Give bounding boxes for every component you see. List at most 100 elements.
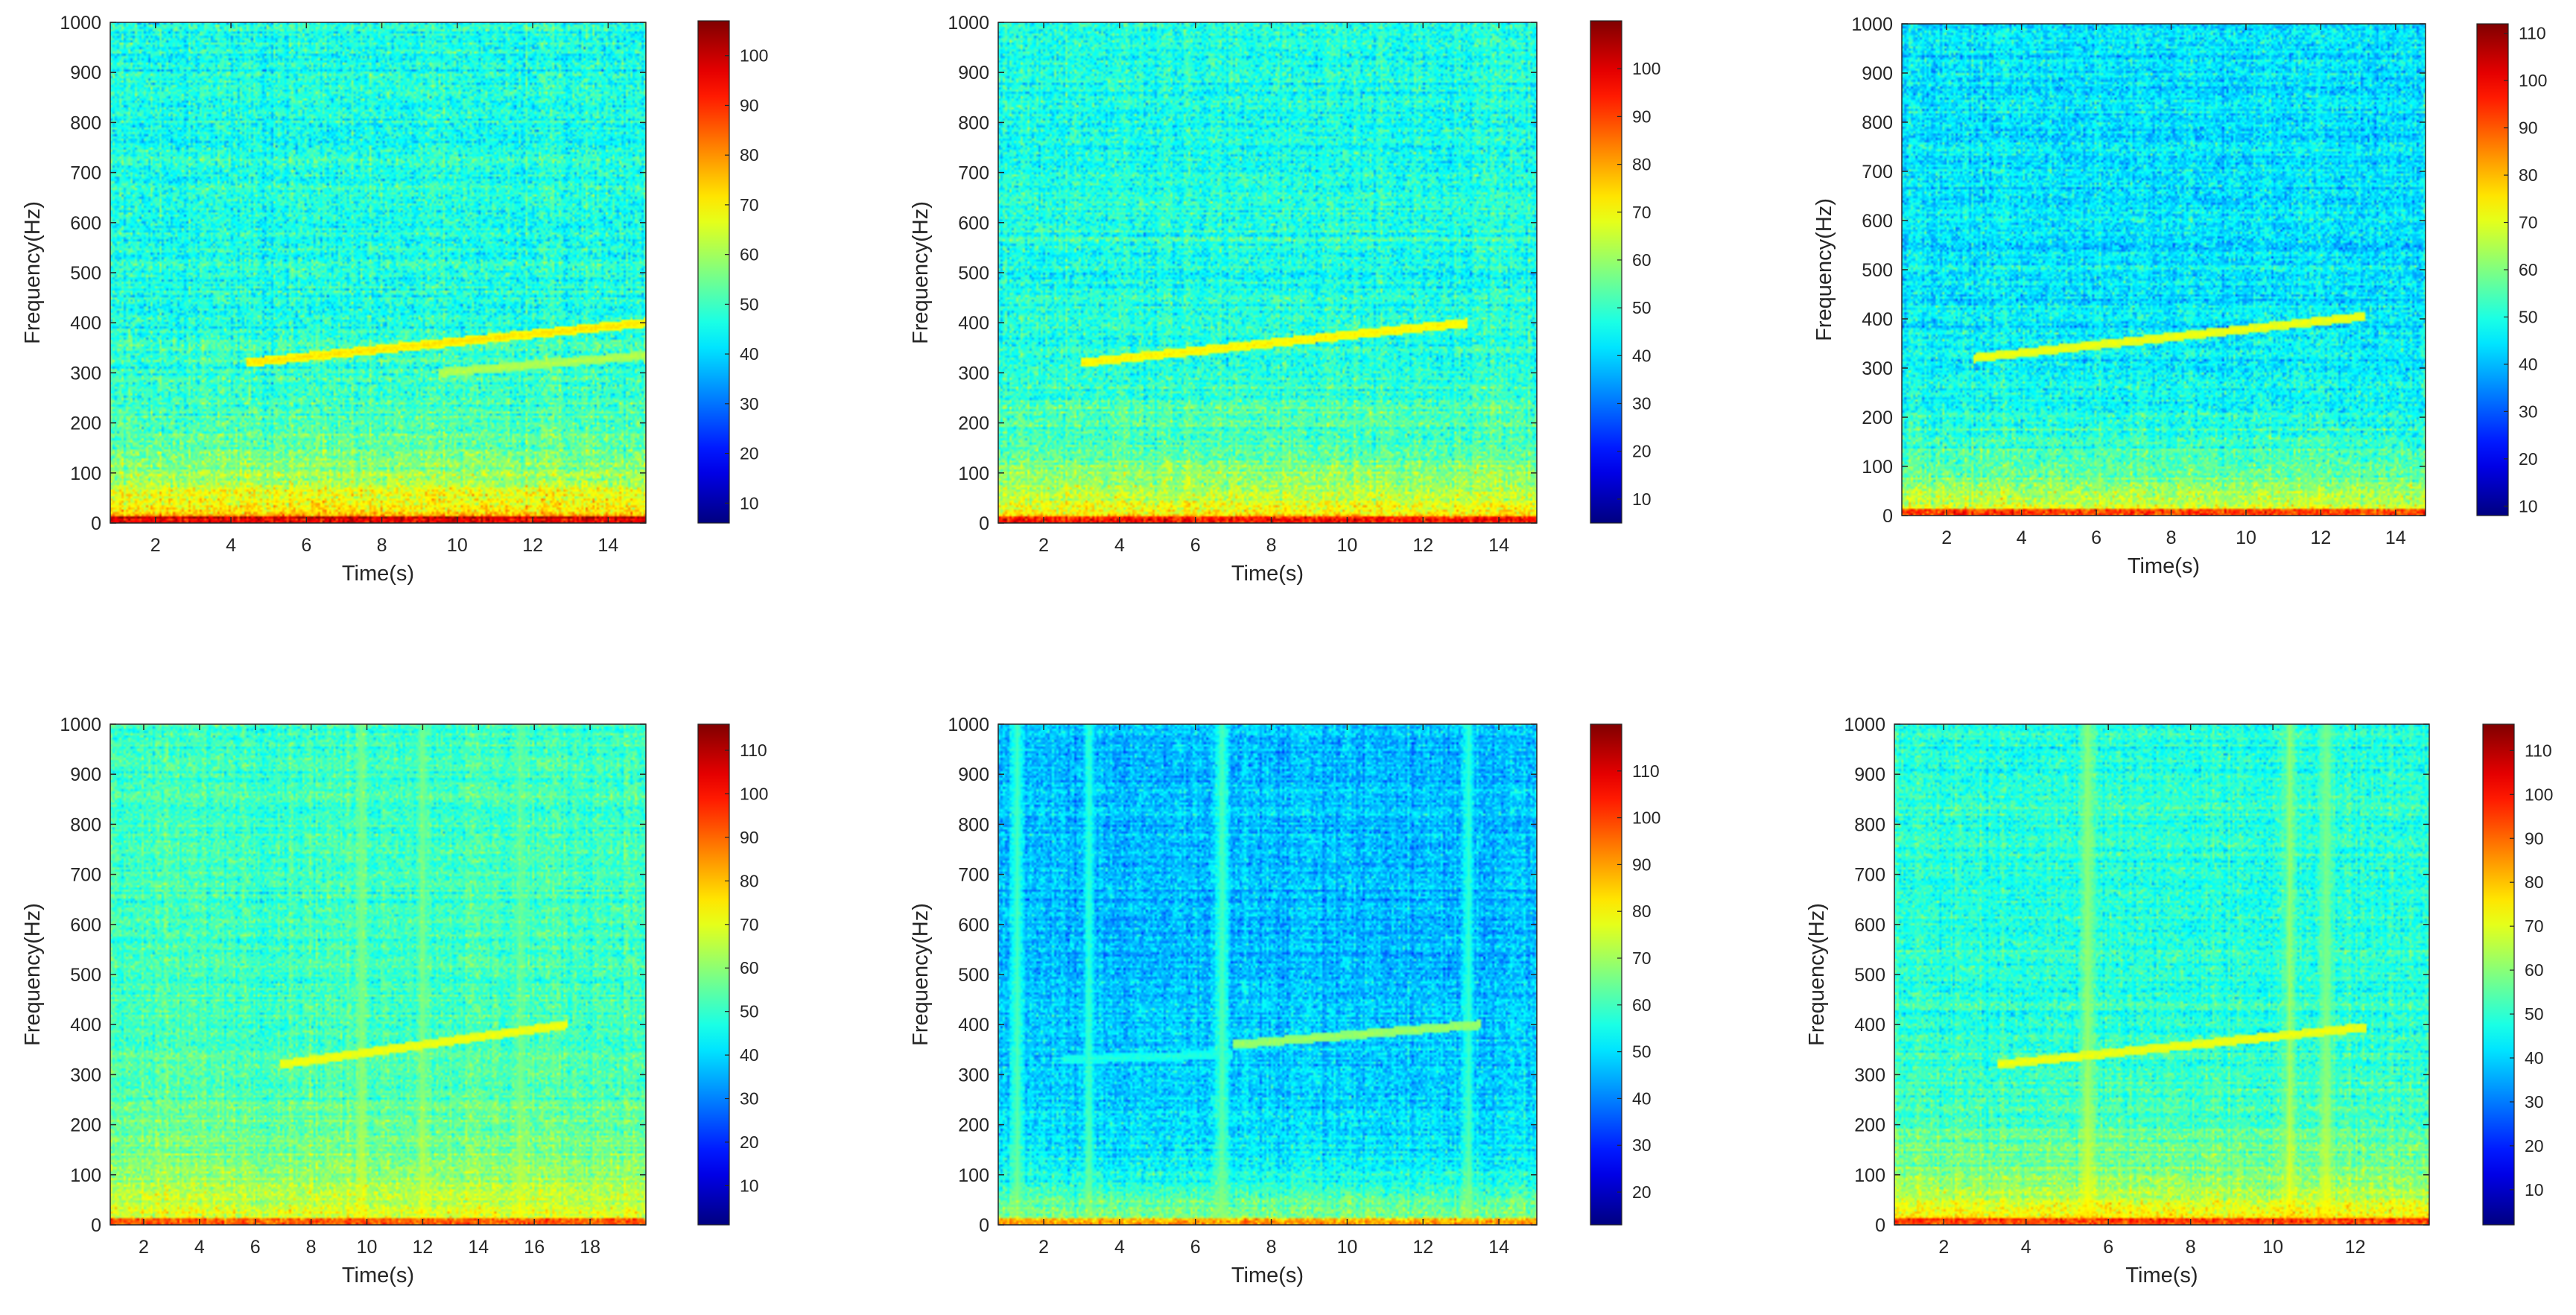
y-tick-label: 1000 [60, 714, 101, 735]
x-tick-label: 8 [1266, 535, 1277, 556]
y-tick-label: 400 [958, 313, 989, 334]
y-tick-label: 700 [1862, 162, 1893, 183]
x-tick-label: 4 [194, 1237, 205, 1258]
x-tick-label: 6 [301, 535, 311, 556]
x-axis-label: Time(s) [2125, 1264, 2198, 1287]
colorbar-tick-label: 40 [740, 1045, 759, 1065]
colorbar-tick-label: 50 [2519, 307, 2538, 326]
x-tick-label: 6 [1190, 1237, 1201, 1258]
colorbar-tick-label: 40 [740, 344, 759, 364]
y-tick-label: 600 [70, 213, 101, 234]
y-tick-label: 1000 [948, 714, 989, 735]
x-tick-label: 10 [357, 1237, 378, 1258]
colorbar-tick-label: 20 [2519, 449, 2538, 469]
y-tick-label: 600 [70, 915, 101, 936]
y-tick-label: 500 [70, 965, 101, 986]
spectrogram-panel-3: 2 4 6 8 10 12 14 0 100 200 300 400 500 600 700 800 900 10… [1812, 14, 2547, 578]
colorbar-tick-label: 10 [2525, 1180, 2544, 1200]
y-axis-label: Frequency(Hz) [909, 201, 933, 344]
x-tick-label: 8 [2166, 527, 2177, 548]
x-tick-label: 12 [413, 1237, 434, 1258]
colorbar-tick-label: 100 [740, 46, 768, 66]
colorbar-tick-label: 10 [740, 493, 759, 513]
colorbar-tick-label: 50 [1632, 298, 1652, 317]
spectrogram-image [998, 724, 1537, 1225]
x-tick-label: 6 [250, 1237, 261, 1258]
y-tick-label: 200 [958, 1115, 989, 1136]
y-tick-label: 500 [1862, 260, 1893, 281]
y-tick-label: 700 [958, 865, 989, 886]
y-tick-label: 400 [1862, 309, 1893, 330]
colorbar-tick-label: 20 [740, 444, 759, 463]
y-tick-label: 900 [958, 764, 989, 785]
colorbar: 10 20 30 40 50 60 70 80 90 100 [1590, 20, 1660, 524]
x-tick-label: 2 [1038, 1237, 1049, 1258]
spectrogram-image [110, 22, 646, 523]
colorbar-tick-label: 40 [2519, 355, 2538, 374]
y-tick-label: 600 [1862, 211, 1893, 232]
spectrogram-panel-6: 2 4 6 8 10 12 0 100 200 300 400 500 600 700 800 900 1000… [1805, 714, 2553, 1287]
colorbar-tick-label: 80 [740, 145, 759, 165]
spectrogram-image [998, 22, 1537, 523]
x-tick-label: 2 [150, 535, 161, 556]
x-tick-label: 6 [1190, 535, 1201, 556]
colorbar: 20 30 40 50 60 70 80 90 100 110 [1590, 723, 1660, 1226]
colorbar-tick-label: 50 [740, 1002, 759, 1021]
colorbar-tick-label: 60 [740, 958, 759, 977]
colorbar-tick-label: 90 [1632, 107, 1652, 126]
y-tick-label: 700 [958, 163, 989, 184]
x-tick-label: 10 [1337, 535, 1358, 556]
y-tick-label: 1000 [1851, 14, 1893, 35]
y-tick-label: 800 [70, 113, 101, 133]
colorbar-tick-label: 80 [2525, 872, 2544, 892]
colorbar-tick-label: 90 [740, 95, 759, 115]
x-tick-label: 2 [1941, 527, 1952, 548]
x-tick-label: 6 [2091, 527, 2101, 548]
x-tick-label: 10 [447, 535, 468, 556]
colorbar-tick-label: 70 [2525, 916, 2544, 936]
colorbar-tick-label: 30 [740, 394, 759, 413]
x-tick-label: 14 [1488, 535, 1509, 556]
colorbar-tick-label: 50 [2525, 1004, 2544, 1024]
colorbar-tick-label: 40 [2525, 1048, 2544, 1068]
spectrogram-panel-2: 2 4 6 8 10 12 14 0 100 200 300 400 500 600 700 800 900 10… [909, 13, 1660, 586]
colorbar-tick-label: 60 [1632, 995, 1652, 1015]
colorbar-tick-label: 10 [1632, 489, 1652, 509]
y-tick-label: 200 [1854, 1115, 1885, 1136]
colorbar-tick-label: 90 [2519, 118, 2538, 138]
x-tick-label: 2 [1938, 1237, 1949, 1258]
colorbar-tick-label: 110 [2519, 24, 2546, 43]
x-tick-label: 14 [468, 1237, 489, 1258]
y-tick-label: 300 [1862, 358, 1893, 379]
colorbar-tick-label: 80 [2519, 165, 2538, 185]
y-tick-label: 900 [1854, 764, 1885, 785]
y-tick-label: 0 [979, 513, 989, 534]
colorbar-gradient [2482, 723, 2515, 1226]
colorbar-tick-label: 110 [1632, 761, 1660, 781]
spectrogram-image [110, 724, 646, 1225]
y-tick-label: 200 [958, 413, 989, 434]
colorbar-tick-label: 100 [1632, 59, 1660, 78]
colorbar-tick-label: 20 [1632, 1182, 1652, 1202]
colorbar-tick-label: 100 [2525, 785, 2553, 804]
y-axis-label: Frequency(Hz) [909, 903, 933, 1046]
spectrogram-image [1902, 24, 2426, 516]
x-axis-label: Time(s) [342, 562, 414, 586]
colorbar-gradient [1590, 723, 1622, 1226]
y-tick-label: 900 [958, 63, 989, 83]
y-tick-label: 500 [958, 263, 989, 284]
colorbar-tick-label: 30 [740, 1089, 759, 1109]
y-tick-label: 200 [1862, 408, 1893, 428]
colorbar-tick-label: 50 [1632, 1042, 1652, 1062]
y-tick-label: 800 [70, 814, 101, 835]
colorbar-tick-label: 70 [740, 915, 759, 934]
colorbar-gradient [2476, 23, 2509, 516]
x-tick-label: 12 [1412, 1237, 1433, 1258]
spectrogram-panel-1: 2 4 6 8 10 12 14 0 100 200 300 400 500 600 700 800 900 10… [21, 13, 768, 586]
y-tick-label: 300 [958, 1065, 989, 1086]
x-axis-label: Time(s) [1231, 1264, 1304, 1287]
x-tick-label: 4 [2021, 1237, 2031, 1258]
y-tick-label: 400 [958, 1015, 989, 1036]
y-tick-label: 300 [70, 363, 101, 384]
colorbar-tick-label: 70 [740, 195, 759, 215]
